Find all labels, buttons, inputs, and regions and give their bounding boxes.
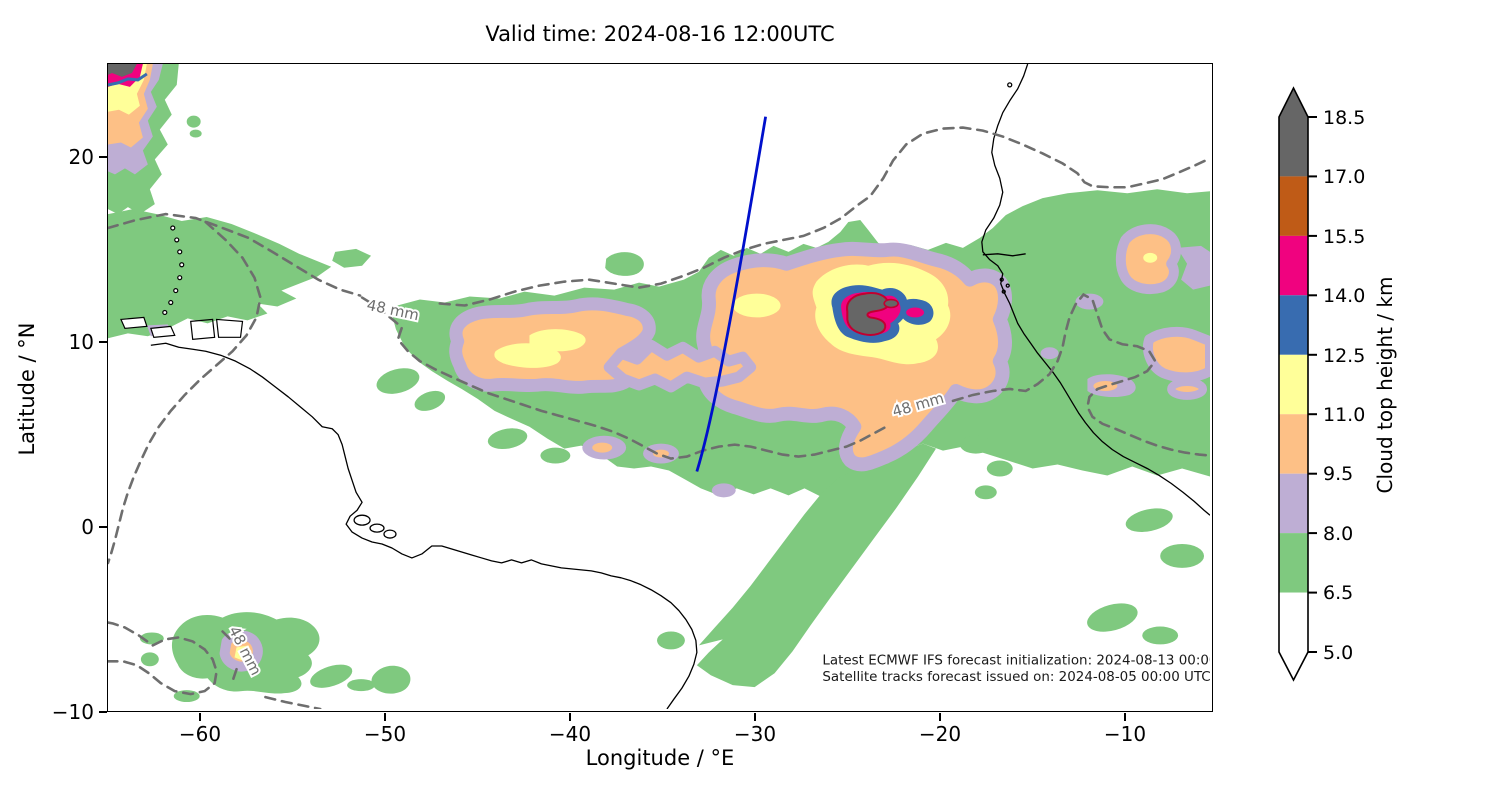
x-tick-label: −20: [918, 722, 962, 746]
x-tick-label: −40: [548, 722, 592, 746]
colorbar-segment: [1279, 592, 1308, 652]
colorbar-tick-label: 9.5: [1323, 463, 1353, 485]
coastline-south-america: [150, 342, 698, 709]
colorbar-segments: [1279, 88, 1308, 680]
x-tick-label: −10: [1103, 722, 1147, 746]
y-tick-mark: [99, 156, 107, 158]
y-tick-label: −10: [51, 700, 94, 724]
x-tick-mark: [199, 713, 201, 721]
colorbar-axis-label: Cloud top height / km: [1373, 277, 1397, 494]
x-axis-label: Longitude / °E: [585, 746, 735, 770]
annotation-line-2: Satellite tracks forecast issued on: 202…: [822, 670, 1210, 685]
colorbar-segment: [1279, 354, 1308, 415]
colorbar-tick-label: 6.5: [1323, 582, 1353, 604]
y-tick-label: 10: [68, 330, 94, 354]
corner-convection-cluster: [108, 64, 163, 175]
coastline-west-africa: [981, 64, 1210, 516]
y-tick-label: 20: [68, 145, 94, 169]
colorbar-tick-label: 11.0: [1323, 404, 1365, 426]
satellite-track-line: [695, 116, 767, 472]
x-tick-label: −60: [178, 722, 222, 746]
map-plot-area: 48 mm 48 mm 48 mm Latest ECMWF IFS forec…: [107, 63, 1213, 712]
colorbar-tick-label: 12.5: [1323, 345, 1365, 367]
colorbar-segment: [1279, 176, 1308, 236]
colorbar-svg: 18.5 17.0 15.5 14.0 12.5 11.0 9.5 8.0 6.…: [1278, 86, 1397, 682]
x-tick-mark: [569, 713, 571, 721]
forecast-annotation: Latest ECMWF IFS forecast initialization…: [816, 649, 1210, 696]
x-tick-label: −50: [363, 722, 407, 746]
coastline-antilles-islands: [120, 225, 244, 340]
colorbar-tick-label: 14.0: [1323, 285, 1365, 307]
x-tick-mark: [384, 713, 386, 721]
x-tick-label: −30: [733, 722, 777, 746]
y-tick-label: 0: [81, 515, 94, 539]
colorbar-tick-label: 8.0: [1323, 523, 1353, 545]
y-tick-mark: [99, 341, 107, 343]
colorbar-segment: [1279, 235, 1308, 296]
colorbar-segment: [1279, 473, 1308, 534]
colorbar-tick-label: 18.5: [1323, 107, 1365, 129]
y-tick-mark: [99, 526, 107, 528]
annotation-line-1: Latest ECMWF IFS forecast initialization…: [822, 653, 1210, 668]
colorbar-arrow-top: [1279, 88, 1308, 117]
colorbar-tick-label: 17.0: [1323, 166, 1365, 188]
deep-convection-cluster: [831, 285, 934, 343]
y-tick-mark: [99, 711, 107, 713]
map-svg: 48 mm 48 mm 48 mm Latest ECMWF IFS forec…: [108, 64, 1210, 709]
x-tick-mark: [1124, 713, 1126, 721]
precip-contour-48mm: [108, 126, 1210, 709]
colorbar-tick-label: 15.5: [1323, 226, 1365, 248]
colorbar-segment: [1279, 414, 1308, 474]
colorbar-arrow-bottom: [1279, 652, 1308, 680]
colorbar-segment: [1279, 117, 1308, 177]
colorbar: 18.5 17.0 15.5 14.0 12.5 11.0 9.5 8.0 6.…: [1260, 80, 1470, 700]
colorbar-tick-marks: [1308, 116, 1317, 653]
plot-title: Valid time: 2024-08-16 12:00UTC: [485, 22, 835, 46]
colorbar-tick-labels: 18.5 17.0 15.5 14.0 12.5 11.0 9.5 8.0 6.…: [1323, 107, 1365, 664]
x-tick-mark: [754, 713, 756, 721]
x-tick-mark: [939, 713, 941, 721]
colorbar-segment: [1279, 533, 1308, 593]
colorbar-tick-label: 5.0: [1323, 642, 1353, 664]
colorbar-segment: [1279, 295, 1308, 355]
